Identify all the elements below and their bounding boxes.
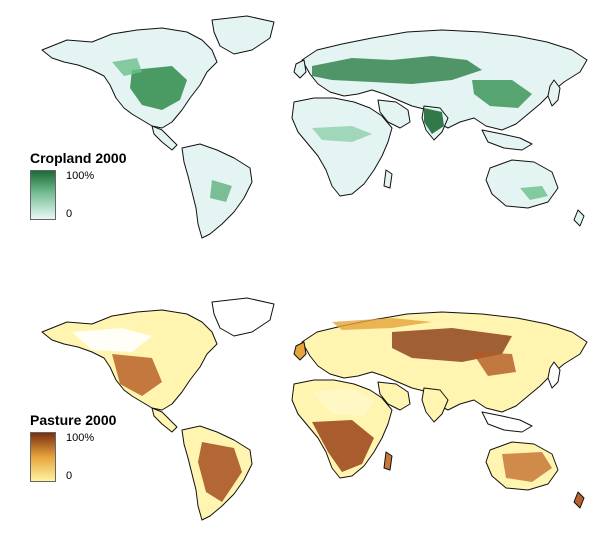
pasture-legend-min: 0 (66, 470, 73, 482)
pasture-legend: Pasture 2000 100% 0 (30, 412, 120, 484)
new-zealand-landmass (573, 491, 585, 509)
cropland-legend-min: 0 (66, 208, 73, 220)
pasture-world-map (41, 297, 588, 521)
pasture-intensity-overlay (72, 318, 552, 502)
central-america-landmass (151, 125, 178, 151)
pasture-map (12, 292, 602, 522)
arabia-landmass (377, 99, 411, 129)
arabia-landmass (377, 381, 411, 411)
cropland-legend-title: Cropland 2000 (30, 150, 127, 166)
cropland-color-scale (30, 170, 56, 220)
greenland-landmass (211, 297, 275, 337)
pasture-color-scale (30, 432, 56, 482)
cropland-intensity-overlay (112, 56, 548, 202)
japan-landmass (547, 79, 561, 107)
southeast-asia-islands (481, 129, 533, 151)
central-america-landmass (151, 407, 178, 433)
cropland-world-map (41, 15, 588, 239)
cropland-legend: Cropland 2000 100% 0 (30, 150, 126, 222)
greenland-landmass (211, 15, 275, 55)
pasture-legend-body: 100% 0 (30, 432, 120, 484)
southeast-asia-islands (481, 411, 533, 433)
pasture-legend-title: Pasture 2000 (30, 412, 117, 428)
madagascar-landmass (383, 451, 393, 471)
north-america-landmass (41, 27, 218, 129)
madagascar-landmass (383, 169, 393, 189)
japan-landmass (547, 361, 561, 389)
new-zealand-landmass (573, 209, 585, 227)
eurasia-landmass (301, 311, 588, 413)
africa-landmass (291, 97, 393, 197)
uk-landmass (293, 341, 307, 361)
uk-landmass (293, 59, 307, 79)
cropland-map (12, 10, 602, 240)
australia-landmass (485, 159, 559, 209)
cropland-legend-body: 100% 0 (30, 170, 120, 222)
india-landmass (421, 387, 449, 423)
cropland-legend-max: 100% (66, 170, 95, 182)
pasture-legend-max: 100% (66, 432, 95, 444)
